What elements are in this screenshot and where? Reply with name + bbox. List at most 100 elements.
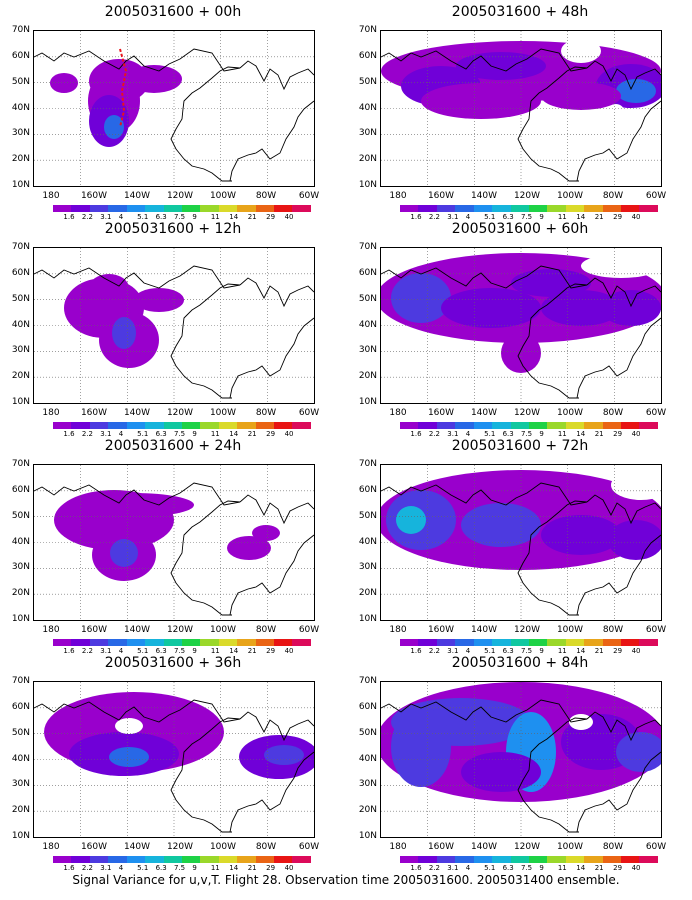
colorbar-swatch [418, 422, 437, 429]
colorbar [400, 639, 658, 646]
colorbar-level-label: 2.2 [428, 213, 440, 221]
colorbar-level-label: 1.6 [410, 430, 422, 438]
longitude-label: 100W [556, 842, 584, 852]
colorbar-level-label: 11 [210, 864, 220, 872]
variance-contour [541, 515, 621, 555]
colorbar-level-label: 6.3 [155, 647, 167, 655]
colorbar-level-label: 29 [266, 213, 276, 221]
colorbar-level-label: 3.1 [447, 430, 459, 438]
colorbar-swatch [436, 856, 456, 863]
longitude-label: 160W [427, 408, 455, 418]
latitude-label: 10N [358, 180, 377, 190]
map-plot [33, 681, 315, 838]
colorbar-swatch [455, 205, 474, 212]
colorbar-level-label: 14 [576, 430, 586, 438]
colorbar-level-label: 11 [557, 864, 567, 872]
latitude-label: 30N [11, 128, 30, 139]
colorbar [53, 422, 311, 429]
colorbar-level-label: 2.2 [428, 647, 440, 655]
panel-title: 2005031600 + 48h [451, 4, 589, 20]
colorbar-swatch [492, 205, 511, 212]
longitude-label: 100W [556, 625, 584, 635]
longitude-label: 100W [209, 408, 237, 418]
longitude-label: 80W [255, 408, 277, 418]
coastline [517, 283, 588, 399]
latitude-label: 50N [11, 76, 30, 87]
low-variance-area [115, 718, 143, 734]
latitude-label: 30N [11, 345, 30, 356]
colorbar-swatch [200, 856, 219, 863]
coastline [576, 317, 661, 399]
latitude-label: 40N [358, 102, 377, 113]
longitude-label: 100W [556, 191, 584, 201]
colorbar [53, 639, 311, 646]
colorbar-level-label: 1.6 [63, 430, 75, 438]
colorbar-level-label: 6.3 [502, 430, 514, 438]
colorbar-level-label: 7.5 [174, 647, 186, 655]
colorbar-level-label: 21 [594, 864, 604, 872]
colorbar-swatch [565, 639, 585, 646]
latitude-label: 20N [358, 588, 377, 599]
colorbar-swatch [436, 422, 456, 429]
longitude-label: 80W [255, 625, 277, 635]
variance-contour [89, 274, 129, 302]
colorbar-swatch [53, 856, 72, 863]
panel-title: 2005031600 + 72h [451, 438, 589, 454]
colorbar-swatch [126, 856, 146, 863]
colorbar-level-label: 14 [576, 647, 586, 655]
latitude-label: 70N [358, 676, 377, 686]
colorbar [53, 856, 311, 863]
colorbar-swatch [181, 856, 201, 863]
colorbar-level-label: 5.1 [137, 647, 149, 655]
colorbar-swatch [602, 205, 622, 212]
variance-map-svg [381, 31, 661, 186]
variance-contour [456, 52, 546, 80]
latitude-label: 70N [11, 459, 30, 469]
colorbar-level-label: 5.1 [484, 647, 496, 655]
colorbar-swatch [237, 639, 256, 646]
coastline [576, 534, 661, 616]
colorbar-swatch [163, 639, 182, 646]
longitude-label: 80W [255, 842, 277, 852]
variance-contour [264, 745, 304, 765]
colorbar-swatch [455, 856, 474, 863]
map-plot [380, 681, 662, 838]
colorbar-level-label: 29 [613, 864, 623, 872]
colorbar-swatch [584, 422, 603, 429]
coastline [34, 48, 241, 72]
colorbar-swatch [565, 422, 585, 429]
variance-map-svg [34, 31, 314, 186]
colorbar-swatch [181, 422, 201, 429]
colorbar-swatch [400, 856, 419, 863]
coastline [170, 500, 241, 616]
coastline [586, 60, 661, 91]
low-variance-area [611, 470, 661, 500]
latitude-label: 10N [11, 180, 30, 190]
colorbar-level-label: 5.1 [484, 864, 496, 872]
longitude-label: 180 [389, 408, 407, 418]
variance-contour [110, 539, 138, 567]
colorbar-level-label: 11 [210, 213, 220, 221]
colorbar-level-label: 3.1 [447, 213, 459, 221]
colorbar-swatch [584, 856, 603, 863]
longitude-label: 60W [298, 408, 320, 418]
colorbar-swatch [255, 639, 275, 646]
colorbar-level-label: 1.6 [410, 213, 422, 221]
latitude-label: 70N [11, 676, 30, 686]
colorbar-level-label: 7.5 [521, 647, 533, 655]
longitude-label: 160W [427, 842, 455, 852]
coastline [34, 699, 241, 723]
coastline [170, 283, 241, 399]
colorbar-level-label: 14 [229, 430, 239, 438]
variance-contour [541, 290, 621, 326]
colorbar-level-label: 7.5 [521, 430, 533, 438]
colorbar-swatch [237, 856, 256, 863]
colorbar-level-label: 4 [118, 430, 124, 438]
variance-contour [74, 493, 194, 517]
longitude-label: 140W [470, 408, 498, 418]
coastline [229, 317, 314, 399]
colorbar-swatch [418, 639, 437, 646]
colorbar-level-label: 4 [465, 864, 471, 872]
latitude-label: 30N [358, 345, 377, 356]
